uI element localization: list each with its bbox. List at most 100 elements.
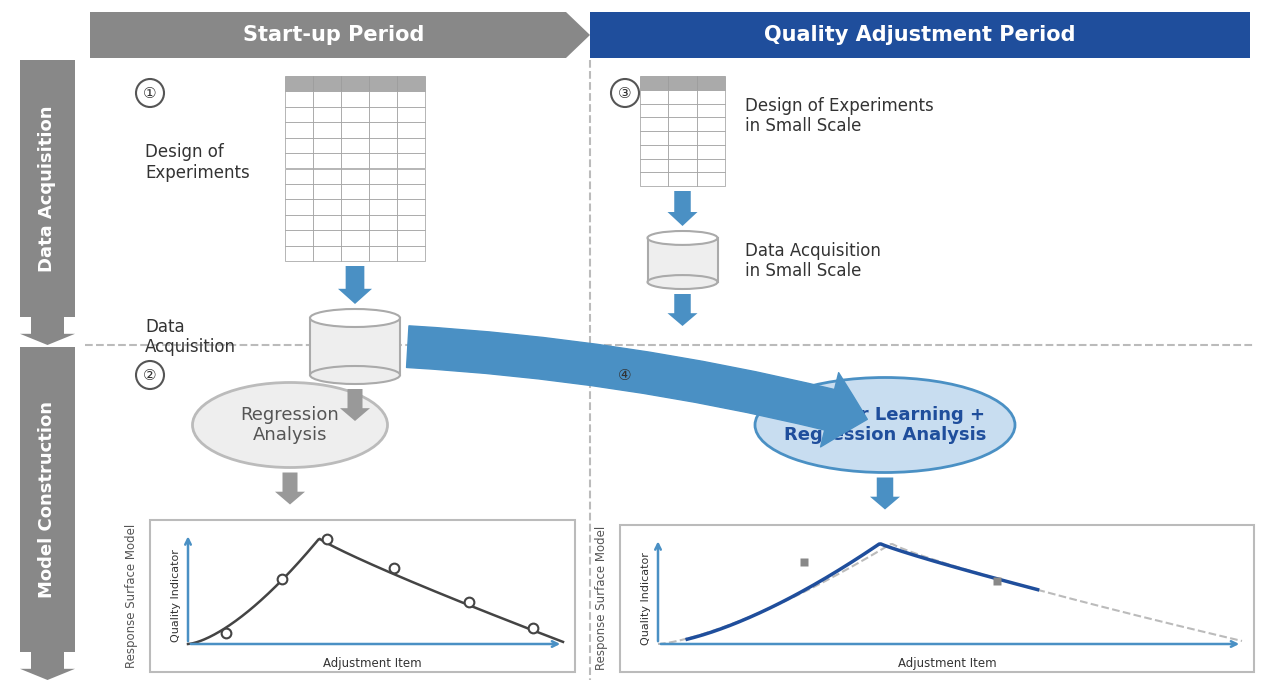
Bar	[369, 76, 397, 91]
Text: ③: ③	[618, 86, 632, 101]
Bar	[639, 117, 669, 131]
Bar	[639, 131, 669, 145]
Bar	[639, 159, 669, 172]
Bar	[342, 215, 369, 230]
Ellipse shape	[647, 275, 718, 289]
Bar	[697, 159, 725, 172]
Bar	[639, 145, 669, 159]
Bar	[313, 230, 342, 246]
Circle shape	[136, 361, 164, 389]
Bar	[669, 145, 697, 159]
Bar	[285, 215, 313, 230]
Text: Quality Indicator: Quality Indicator	[171, 549, 181, 642]
Text: Start-up Period: Start-up Period	[243, 25, 425, 45]
PathPatch shape	[668, 294, 697, 326]
PathPatch shape	[668, 191, 697, 226]
PathPatch shape	[21, 317, 74, 345]
Text: Model Construction: Model Construction	[39, 401, 56, 598]
Bar	[342, 199, 369, 215]
Text: ①: ①	[144, 86, 157, 101]
Text: ②: ②	[144, 368, 157, 382]
Bar	[285, 153, 313, 168]
Bar	[397, 246, 425, 261]
Bar	[313, 153, 342, 168]
Bar	[342, 91, 369, 107]
Bar	[397, 215, 425, 230]
Bar	[285, 122, 313, 138]
Bar	[285, 138, 313, 153]
PathPatch shape	[338, 266, 372, 304]
Bar	[313, 168, 342, 184]
Text: Adjustment Item: Adjustment Item	[898, 658, 996, 671]
Bar	[285, 107, 313, 122]
Bar	[397, 91, 425, 107]
Bar	[697, 117, 725, 131]
Bar	[669, 159, 697, 172]
Bar	[313, 138, 342, 153]
Bar	[369, 199, 397, 215]
Ellipse shape	[647, 231, 718, 245]
Ellipse shape	[309, 309, 401, 327]
Bar	[313, 91, 342, 107]
Text: ④: ④	[618, 368, 632, 382]
Bar	[697, 104, 725, 117]
Bar	[313, 199, 342, 215]
Bar	[397, 184, 425, 199]
Bar	[342, 122, 369, 138]
Bar	[285, 184, 313, 199]
Text: Data Acquisition
in Small Scale: Data Acquisition in Small Scale	[745, 241, 881, 280]
Bar	[285, 199, 313, 215]
Bar	[669, 104, 697, 117]
Bar	[669, 76, 697, 90]
Text: Adjustment Item: Adjustment Item	[324, 658, 422, 671]
Bar	[397, 138, 425, 153]
Bar	[639, 172, 669, 186]
Text: Regression
Analysis: Regression Analysis	[240, 406, 339, 444]
Bar	[397, 153, 425, 168]
FancyArrowPatch shape	[407, 326, 867, 447]
Bar	[342, 246, 369, 261]
Text: Design of Experiments
in Small Scale: Design of Experiments in Small Scale	[745, 97, 933, 135]
Text: Design of
Experiments: Design of Experiments	[145, 143, 250, 181]
Bar	[342, 168, 369, 184]
Bar	[313, 107, 342, 122]
PathPatch shape	[21, 652, 74, 680]
Bar	[397, 199, 425, 215]
PathPatch shape	[340, 389, 370, 421]
Ellipse shape	[193, 382, 388, 468]
Text: Quality Indicator: Quality Indicator	[641, 552, 651, 644]
Bar	[342, 138, 369, 153]
Circle shape	[611, 361, 639, 389]
Bar	[285, 230, 313, 246]
Bar	[369, 184, 397, 199]
Bar	[369, 153, 397, 168]
Ellipse shape	[755, 377, 1014, 473]
Bar	[313, 76, 342, 91]
PathPatch shape	[871, 477, 900, 509]
Bar	[647, 238, 718, 282]
Bar	[342, 230, 369, 246]
Bar	[697, 76, 725, 90]
Bar	[285, 76, 313, 91]
Bar	[309, 318, 401, 375]
Text: Response Surface Model: Response Surface Model	[126, 524, 139, 668]
Bar	[313, 122, 342, 138]
Bar	[369, 246, 397, 261]
Bar	[639, 90, 669, 104]
Bar	[397, 76, 425, 91]
Circle shape	[136, 79, 164, 107]
Bar	[397, 122, 425, 138]
Bar	[669, 90, 697, 104]
Bar	[669, 131, 697, 145]
Bar	[369, 91, 397, 107]
Bar	[639, 76, 669, 90]
Bar	[342, 184, 369, 199]
Circle shape	[611, 79, 639, 107]
Bar	[285, 91, 313, 107]
Bar	[697, 172, 725, 186]
Text: Data
Acquisition: Data Acquisition	[145, 317, 236, 357]
Bar	[313, 184, 342, 199]
Bar	[369, 138, 397, 153]
Bar	[313, 246, 342, 261]
Bar	[369, 230, 397, 246]
